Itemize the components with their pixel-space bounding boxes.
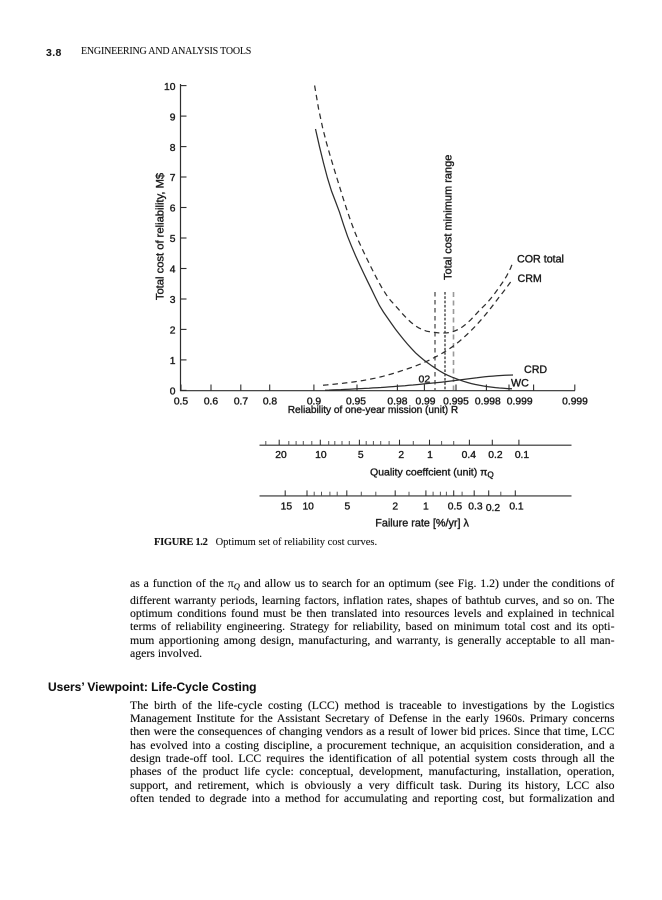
svg-text:2: 2 <box>398 450 404 461</box>
svg-text:4: 4 <box>170 265 176 276</box>
svg-text:0.995: 0.995 <box>443 397 469 408</box>
svg-text:CRM: CRM <box>518 273 542 285</box>
svg-text:0.8: 0.8 <box>263 397 278 408</box>
svg-text:Total cost of reliability, M$: Total cost of reliability, M$ <box>155 172 167 300</box>
svg-text:Reliability of one-year missio: Reliability of one-year mission (unit) R <box>288 405 459 416</box>
svg-text:0.95: 0.95 <box>346 397 366 408</box>
svg-text:0.998: 0.998 <box>475 397 501 408</box>
svg-text:COR total: COR total <box>517 254 564 266</box>
svg-text:20: 20 <box>275 450 287 461</box>
svg-text:15: 15 <box>281 501 293 512</box>
svg-text:10: 10 <box>302 501 314 512</box>
svg-text:0.999: 0.999 <box>562 397 588 408</box>
svg-text:5: 5 <box>358 450 364 461</box>
svg-text:1: 1 <box>423 501 429 512</box>
svg-text:0.999: 0.999 <box>507 397 533 408</box>
svg-text:0.2: 0.2 <box>488 450 503 461</box>
svg-text:0.1: 0.1 <box>515 450 530 461</box>
svg-text:0.3: 0.3 <box>468 501 483 512</box>
svg-text:2: 2 <box>170 326 176 337</box>
svg-text:CRD: CRD <box>524 364 547 376</box>
svg-text:Failure rate [%/yr] λ: Failure rate [%/yr] λ <box>375 517 469 529</box>
svg-text:WC: WC <box>511 377 529 389</box>
svg-text:0: 0 <box>170 387 176 398</box>
svg-text:10: 10 <box>315 450 327 461</box>
svg-text:0.5: 0.5 <box>174 397 189 408</box>
svg-text:0.1: 0.1 <box>509 501 524 512</box>
svg-text:1: 1 <box>427 450 433 461</box>
svg-text:7: 7 <box>170 173 176 184</box>
svg-text:02: 02 <box>419 373 431 385</box>
svg-text:0.9: 0.9 <box>307 397 322 408</box>
svg-text:2: 2 <box>392 501 398 512</box>
svg-text:6: 6 <box>170 204 176 215</box>
svg-text:0.4: 0.4 <box>462 450 477 461</box>
svg-text:3: 3 <box>170 295 176 306</box>
svg-text:0.6: 0.6 <box>204 397 219 408</box>
svg-text:Quality coeffcient (unit) πQ: Quality coeffcient (unit) πQ <box>370 467 494 480</box>
svg-text:5: 5 <box>345 501 351 512</box>
svg-text:10: 10 <box>164 82 176 93</box>
svg-text:5: 5 <box>170 234 176 245</box>
svg-text:0.98: 0.98 <box>387 397 407 408</box>
svg-text:0.2: 0.2 <box>486 503 501 514</box>
svg-text:0.99: 0.99 <box>415 397 435 408</box>
svg-text:0.5: 0.5 <box>448 501 463 512</box>
svg-text:9: 9 <box>170 112 176 123</box>
svg-text:Total cost minimum range: Total cost minimum range <box>443 155 455 280</box>
svg-text:0.7: 0.7 <box>234 397 249 408</box>
svg-text:8: 8 <box>170 143 176 154</box>
svg-text:1: 1 <box>170 356 176 367</box>
